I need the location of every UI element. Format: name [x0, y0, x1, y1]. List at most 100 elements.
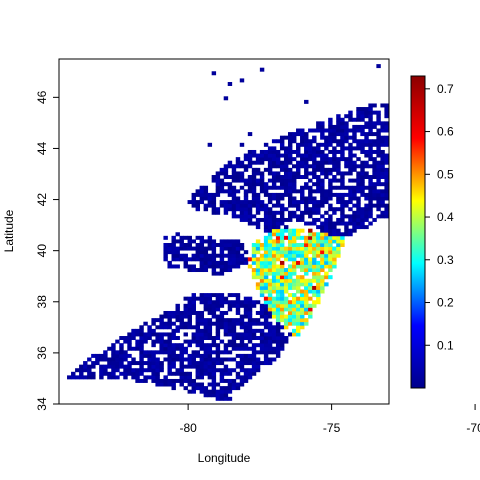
heatmap-cell [332, 157, 337, 162]
heatmap-cell [304, 278, 309, 283]
heatmap-cell [275, 243, 281, 247]
heatmap-cell [300, 303, 305, 308]
heatmap-cell [263, 221, 269, 226]
heatmap-cell [376, 160, 381, 165]
heatmap-cell [267, 232, 273, 237]
heatmap-cell [304, 310, 309, 315]
heatmap-cell [336, 243, 341, 247]
heatmap-cell [255, 364, 261, 369]
heatmap-cell [175, 368, 180, 373]
heatmap-cell [287, 135, 293, 140]
heatmap-cell [275, 278, 281, 283]
heatmap-cell [352, 225, 357, 230]
heatmap-cell [312, 203, 317, 208]
heatmap-cell [267, 332, 273, 337]
heatmap-cell [344, 160, 349, 165]
heatmap-cell [131, 328, 136, 333]
heatmap-cell [287, 271, 293, 276]
heatmap-cell [267, 149, 273, 154]
heatmap-cell [308, 239, 313, 244]
heatmap-cell [279, 318, 285, 323]
heatmap-cell [300, 228, 305, 233]
heatmap-cell [155, 336, 160, 340]
heatmap-cell [195, 268, 201, 273]
heatmap-cell [336, 124, 341, 129]
heatmap-cell [243, 346, 249, 351]
heatmap-cell [219, 350, 225, 355]
heatmap-cell [151, 371, 156, 376]
heatmap-cell [304, 296, 309, 301]
heatmap-cell [243, 357, 249, 362]
heatmap-cell [223, 346, 229, 351]
heatmap-cell [340, 178, 345, 183]
heatmap-cell [308, 314, 313, 319]
heatmap-cell [247, 182, 253, 187]
heatmap-cell [247, 318, 253, 323]
heatmap-cell [255, 318, 261, 323]
heatmap-cell [155, 361, 160, 366]
heatmap-cell [344, 121, 349, 126]
heatmap-cell [308, 192, 313, 197]
heatmap-cell [320, 157, 325, 162]
heatmap-cell [304, 257, 309, 262]
heatmap-cell [187, 239, 192, 244]
heatmap-cell [183, 332, 188, 337]
heatmap-cell [99, 371, 104, 376]
heatmap-cell [139, 328, 144, 333]
heatmap-cell [159, 343, 164, 348]
heatmap-cell [292, 243, 297, 247]
heatmap-cell [360, 117, 365, 122]
heatmap-cell [275, 217, 281, 222]
heatmap-cell [251, 364, 257, 369]
heatmap-cell [287, 171, 293, 176]
heatmap-cell [364, 171, 369, 176]
heatmap-cell [312, 139, 317, 144]
heatmap-cell [275, 314, 281, 319]
heatmap-cell [219, 378, 225, 383]
heatmap-cell [159, 336, 164, 340]
heatmap-cell [95, 353, 100, 358]
heatmap-cell [227, 185, 233, 190]
heatmap-cell [235, 200, 241, 205]
heatmap-cell [271, 350, 277, 355]
heatmap-cell [336, 235, 341, 240]
heatmap-cell [267, 271, 273, 276]
heatmap-cell [348, 157, 353, 162]
heatmap-cell [275, 157, 281, 162]
heatmap-cell [219, 393, 225, 398]
heatmap-cell [271, 285, 277, 290]
heatmap-cell [199, 314, 205, 319]
heatmap-cell [364, 225, 369, 230]
heatmap-cell [231, 264, 237, 269]
heatmap-cell [296, 253, 301, 258]
heatmap-cell [344, 221, 349, 226]
heatmap-cell [143, 350, 148, 355]
heatmap-cell [255, 207, 261, 212]
heatmap-cell [219, 357, 225, 362]
heatmap-cell [320, 246, 325, 251]
heatmap-cell [99, 353, 104, 358]
heatmap-cell [380, 200, 385, 205]
heatmap-cell [259, 339, 265, 344]
heatmap-cell [131, 357, 136, 362]
heatmap-cell [215, 396, 221, 401]
heatmap-cell [296, 146, 301, 151]
heatmap-cell [300, 210, 305, 215]
heatmap-cell [231, 293, 237, 298]
heatmap-cell [287, 275, 293, 280]
heatmap-cell [340, 121, 345, 126]
heatmap-cell [159, 361, 164, 366]
heatmap-cell [300, 157, 305, 162]
heatmap-cell [384, 192, 389, 197]
heatmap-cell [279, 175, 285, 179]
heatmap-cell [223, 264, 229, 269]
heatmap-cell [171, 353, 176, 358]
heatmap-cell [271, 328, 277, 333]
heatmap-cell [328, 225, 333, 230]
heatmap-cell [348, 178, 353, 183]
heatmap-cell [368, 203, 373, 208]
heatmap-cell [167, 382, 172, 387]
heatmap-cell [179, 257, 184, 262]
heatmap-cell [235, 364, 241, 369]
